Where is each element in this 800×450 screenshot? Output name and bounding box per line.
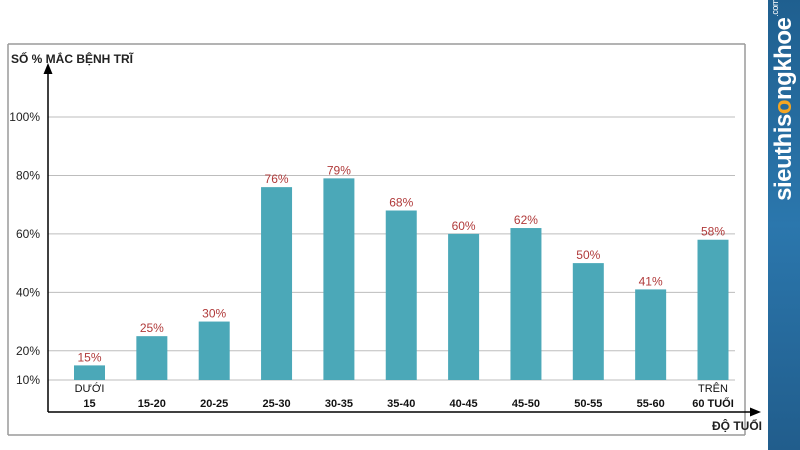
bar bbox=[261, 187, 293, 380]
x-tick-label: 55-60 bbox=[637, 398, 665, 410]
x-tick-label: 45-50 bbox=[512, 398, 540, 410]
bar bbox=[74, 365, 105, 380]
page-border bbox=[7, 43, 746, 436]
y-tick-label: 80% bbox=[16, 168, 40, 182]
x-axis-arrow bbox=[750, 407, 761, 417]
x-tick-label: 40-45 bbox=[450, 398, 478, 410]
x-tick-label-line1: TRÊN bbox=[698, 382, 728, 395]
bar bbox=[198, 321, 230, 380]
x-tick-label: 30-35 bbox=[325, 398, 353, 410]
side-banner bbox=[768, 0, 800, 450]
y-axis-title: SỐ % MẮC BỆNH TRĨ bbox=[11, 51, 134, 66]
bar bbox=[448, 233, 480, 380]
bar bbox=[385, 210, 417, 380]
x-tick-label: 15-20 bbox=[138, 398, 166, 410]
bar bbox=[572, 263, 604, 380]
x-tick-label: 20-25 bbox=[200, 398, 228, 410]
bar-value-label: 30% bbox=[202, 307, 226, 321]
bar-value-label: 62% bbox=[514, 213, 538, 227]
bar-value-label: 79% bbox=[327, 163, 351, 177]
bar-value-label: 25% bbox=[140, 321, 164, 335]
bar bbox=[136, 336, 168, 380]
y-tick-label: 20% bbox=[16, 344, 40, 358]
x-tick-label: 35-40 bbox=[387, 398, 415, 410]
bar-value-label: 68% bbox=[389, 196, 413, 210]
bar-value-label: 60% bbox=[452, 219, 476, 233]
y-tick-label: 40% bbox=[16, 285, 40, 299]
bar bbox=[510, 228, 542, 380]
x-tick-label: 25-30 bbox=[262, 398, 290, 410]
brand-logo: sieuthisongkhoe.com bbox=[770, 0, 797, 201]
bar-value-label: 76% bbox=[265, 172, 289, 186]
x-tick-label-line1: DƯỚI bbox=[75, 382, 105, 395]
x-tick-label: 60 TUỔI bbox=[692, 397, 734, 410]
bar-value-label: 50% bbox=[576, 248, 600, 262]
bar-value-label: 58% bbox=[701, 225, 725, 239]
bar bbox=[635, 289, 667, 380]
x-tick-label: 15 bbox=[83, 398, 95, 410]
bar bbox=[697, 239, 729, 380]
bar-value-label: 41% bbox=[639, 274, 663, 288]
y-axis-arrow bbox=[43, 63, 53, 74]
y-tick-label: 100% bbox=[9, 110, 40, 124]
x-axis-title: ĐỘ TUỔI bbox=[712, 418, 762, 433]
y-tick-label: 10% bbox=[16, 373, 40, 387]
y-tick-label: 60% bbox=[16, 227, 40, 241]
x-tick-label: 50-55 bbox=[574, 398, 602, 410]
bar-value-label: 15% bbox=[77, 350, 101, 364]
bar bbox=[323, 178, 355, 380]
